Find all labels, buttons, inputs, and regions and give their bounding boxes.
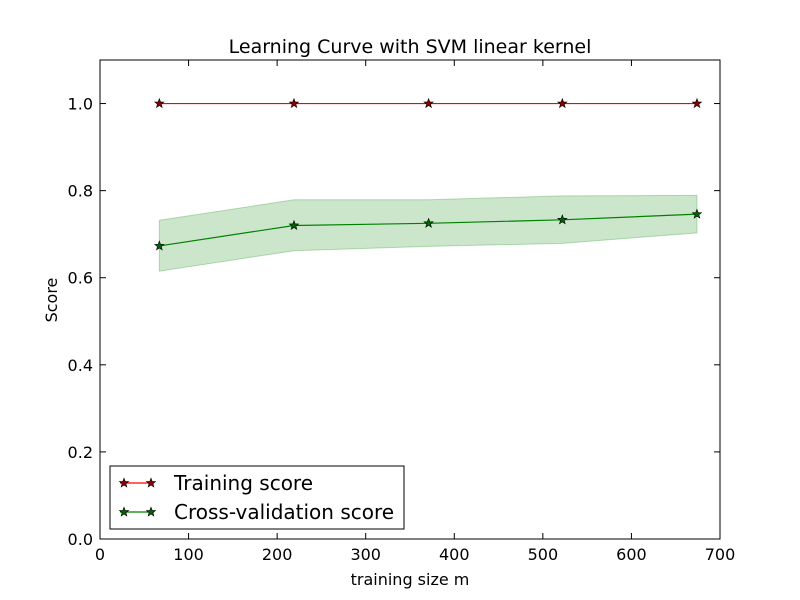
legend-frame: [109, 465, 405, 530]
x-tick-label: 400: [439, 545, 470, 564]
cross-validation-score-band: [158, 194, 698, 272]
y-tick-label: 0.4: [68, 356, 93, 375]
legend-marker-training-score: [118, 477, 130, 488]
training-score-point: [423, 97, 434, 109]
x-tick-label: 0: [95, 545, 105, 564]
x-tick-label: 100: [173, 545, 204, 564]
x-tick-label: 200: [262, 545, 293, 564]
y-tick-label: 0.6: [68, 269, 93, 288]
training-score-point: [153, 97, 165, 109]
cross-validation-score-point: [288, 219, 300, 231]
legend-marker-training-score: [145, 477, 157, 488]
x-axis-label: training size m: [351, 570, 470, 589]
chart-title: Learning Curve with SVM linear kernel: [229, 36, 592, 58]
legend-label-cross-validation-score: Cross-validation score: [174, 500, 394, 524]
x-tick-label: 500: [528, 545, 559, 564]
training-score-point: [556, 97, 568, 109]
training-score-point: [691, 97, 703, 109]
x-axis-ticks: 0 100 200 300 400 500 600 700: [95, 60, 735, 564]
cross-validation-score-point: [153, 240, 165, 251]
confidence-bands: [158, 103, 698, 272]
plot-frame: [99, 59, 721, 540]
x-tick-label: 600: [616, 545, 647, 564]
training-score-point: [288, 97, 300, 109]
y-tick-label: 0.2: [68, 443, 93, 462]
y-axis-label: Score: [42, 278, 61, 323]
x-tick-label: 300: [350, 545, 381, 564]
y-axis-ticks: 0.0 0.2 0.4 0.6 0.8 1.0: [68, 95, 720, 549]
series-markers: [153, 97, 703, 251]
x-tick-label: 700: [705, 545, 736, 564]
cross-validation-score-point: [423, 217, 434, 228]
cross-validation-score-point: [691, 208, 703, 219]
legend: Training score Cross-validation score: [109, 465, 405, 530]
legend-marker-cross-validation-score: [145, 506, 157, 517]
legend-marker-cross-validation-score: [118, 506, 130, 517]
cross-validation-score-point: [556, 214, 568, 225]
y-tick-label: 1.0: [68, 95, 93, 114]
legend-label-training-score: Training score: [173, 471, 313, 495]
y-tick-label: 0.0: [68, 530, 93, 549]
y-tick-label: 0.8: [68, 182, 93, 201]
